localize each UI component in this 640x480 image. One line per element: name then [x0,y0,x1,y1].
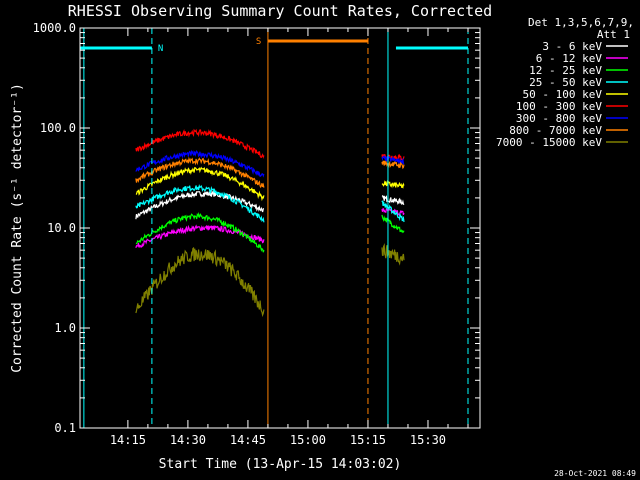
x-tick-label-3: 15:00 [290,433,326,447]
series-3 [135,184,405,223]
series-7-segment-2 [381,160,405,170]
legend-entry-1: 6 - 12 keV [536,52,603,65]
y-tick-label-2: 10.0 [47,221,76,235]
legend-entry-2: 12 - 25 keV [529,64,602,77]
series-7-segment-1 [135,156,265,189]
series-3-segment-2 [381,200,405,223]
series-4 [135,166,405,202]
legend-detector-note: Det 1,3,5,6,7,9, [528,16,634,29]
y-tick-label-1: 1.0 [54,321,76,335]
series-8 [135,243,405,318]
series-layer [135,128,405,318]
legend-entry-6: 300 - 800 keV [516,112,602,125]
x-tick-label-4: 15:15 [350,433,386,447]
legend-entry-8: 7000 - 15000 keV [496,136,602,149]
legend-entry-5: 100 - 300 keV [516,100,602,113]
legend-entry-7: 800 - 7000 keV [509,124,602,137]
series-0-segment-2 [381,195,405,206]
series-8-segment-2 [381,243,405,266]
x-axis-label: Start Time (13-Apr-15 14:03:02) [159,457,402,472]
series-3-segment-1 [135,184,265,223]
y-tick-label-0: 0.1 [54,421,76,435]
series-4-segment-1 [135,166,265,202]
series-2-segment-1 [135,211,265,253]
x-tick-label-0: 14:15 [110,433,146,447]
y-tick-label-3: 100.0 [40,121,76,135]
series-6 [135,149,405,178]
flag-s-label: S [256,37,261,47]
legend-entry-4: 50 - 100 keV [523,88,603,101]
series-5-segment-1 [135,128,265,159]
series-2-segment-2 [381,214,405,234]
series-1-segment-2 [381,207,405,217]
y-tick-label-4: 1000.0 [33,21,76,35]
series-0-segment-1 [135,189,264,220]
x-tick-label-5: 15:30 [410,433,446,447]
legend-entry-3: 25 - 50 keV [529,76,602,89]
series-0 [135,189,405,220]
series-6-segment-2 [381,155,405,165]
series-2 [135,211,405,253]
legend-entry-0: 3 - 6 keV [542,40,602,53]
flag-n-label: N [158,44,163,54]
x-tick-label-2: 14:45 [230,433,266,447]
legend-attenuator-note: Att 1 [597,28,630,41]
series-6-segment-1 [135,149,265,178]
generated-timestamp: 28-Oct-2021 08:49 [554,469,636,478]
x-tick-label-1: 14:30 [170,433,206,447]
axis-layer: 14:15 14:30 14:45 15:00 15:15 15:30 0.1 1.0 10.0… [33,21,480,447]
series-7 [135,156,405,189]
y-axis-label: Corrected Count Rate (s⁻¹ detector⁻¹) [10,83,25,373]
flag-layer: NS [80,37,468,54]
chart-title: RHESSI Observing Summary Count Rates, Co… [68,2,492,20]
series-4-segment-2 [381,179,405,189]
series-8-segment-1 [135,246,265,318]
